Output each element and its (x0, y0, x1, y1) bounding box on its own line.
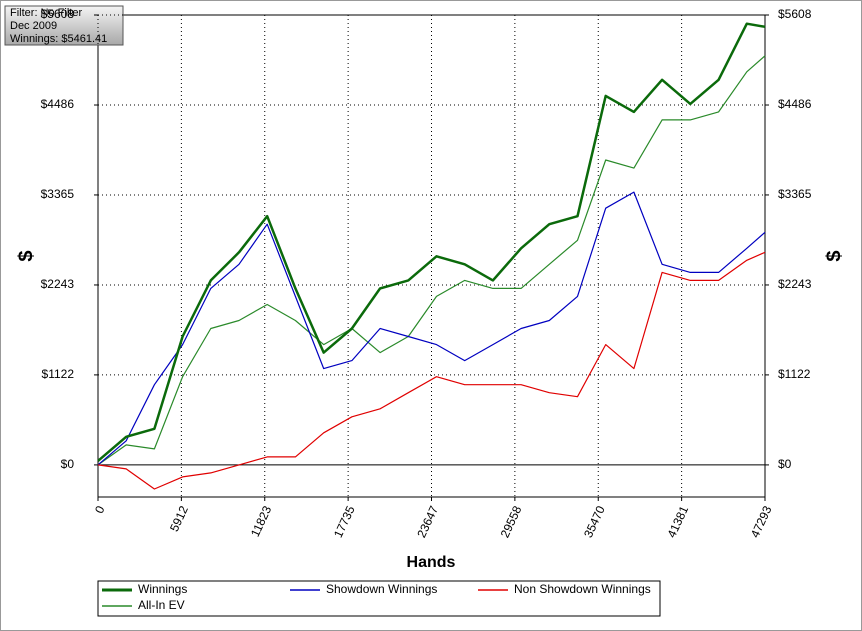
y-tick-label: $1122 (42, 367, 75, 381)
y-tick-label: $0 (778, 457, 792, 471)
legend (97, 580, 661, 617)
info-line: Winnings: $5461.41 (10, 33, 107, 45)
info-box (4, 5, 124, 46)
legend-label: Non Showdown Winnings (514, 582, 651, 596)
y-tick-label: $5608 (778, 7, 812, 21)
legend-label: Winnings (138, 582, 187, 596)
y-tick-label: $5608 (41, 7, 75, 21)
y-tick-label: $3365 (778, 187, 812, 201)
y-tick-label: $4486 (778, 97, 812, 111)
series-line (97, 55, 766, 466)
legend-label: Showdown Winnings (326, 582, 437, 596)
y-tick-label: $2243 (778, 277, 812, 291)
x-axis-label: Hands (407, 554, 456, 571)
series-line (97, 251, 766, 490)
series-line (97, 22, 766, 462)
y-tick-label: $4486 (41, 97, 75, 111)
y-axis-label: $ (15, 250, 37, 261)
series-line (97, 191, 766, 466)
y-tick-label: $0 (61, 457, 75, 471)
y-tick-label: $1122 (778, 367, 811, 381)
y-tick-label: $3365 (41, 187, 75, 201)
info-line: Filter: No Filter (10, 7, 82, 19)
y-axis-label: $ (823, 250, 845, 261)
legend-label: All-In EV (138, 598, 185, 612)
y-tick-label: $2243 (41, 277, 75, 291)
info-line: Dec 2009 (10, 20, 57, 32)
